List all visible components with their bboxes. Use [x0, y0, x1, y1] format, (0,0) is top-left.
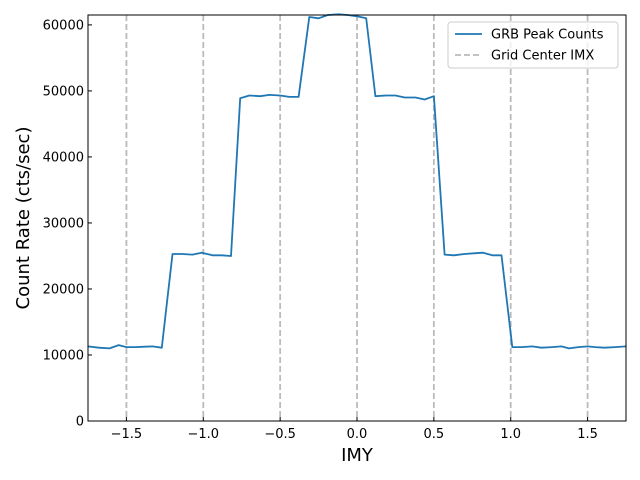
y-axis-label: Count Rate (cts/sec): [13, 127, 34, 310]
y-tick-label: 50000: [43, 84, 84, 99]
y-tick-label: 30000: [43, 216, 84, 231]
x-tick-label: 1.0: [500, 427, 521, 442]
y-tick-label: 20000: [43, 282, 84, 297]
legend-box: [447, 21, 619, 69]
grid-center-lines: [125, 15, 589, 421]
series-layer: [87, 13, 627, 350]
y-tick-label: 60000: [43, 18, 84, 33]
legend-label-grid-center-imx: Grid Center IMX: [491, 49, 594, 64]
y-tick-label: 10000: [43, 348, 84, 363]
x-tick-label: 0.0: [347, 427, 368, 442]
x-tick-label: 0.5: [424, 427, 445, 442]
legend-label-grb-peak-counts: GRB Peak Counts: [491, 28, 604, 43]
x-tick-label: −0.5: [264, 427, 296, 442]
x-axis-label: IMY: [341, 445, 374, 466]
x-tick-label: −1.0: [187, 427, 219, 442]
x-tick-label: 1.5: [577, 427, 598, 442]
y-tick-label: 0: [76, 415, 84, 430]
legend: GRB Peak Counts Grid Center IMX: [447, 21, 619, 69]
y-tick-label: 40000: [43, 150, 84, 165]
x-tick-label: −1.5: [111, 427, 143, 442]
x-axis-ticks: −1.5 −1.0 −0.5 0.0 0.5 1.0 1.5: [111, 417, 598, 442]
series-line-grb-peak-counts: [87, 13, 627, 350]
y-axis-ticks: 0 10000 20000 30000 40000 50000 60000: [43, 18, 92, 430]
